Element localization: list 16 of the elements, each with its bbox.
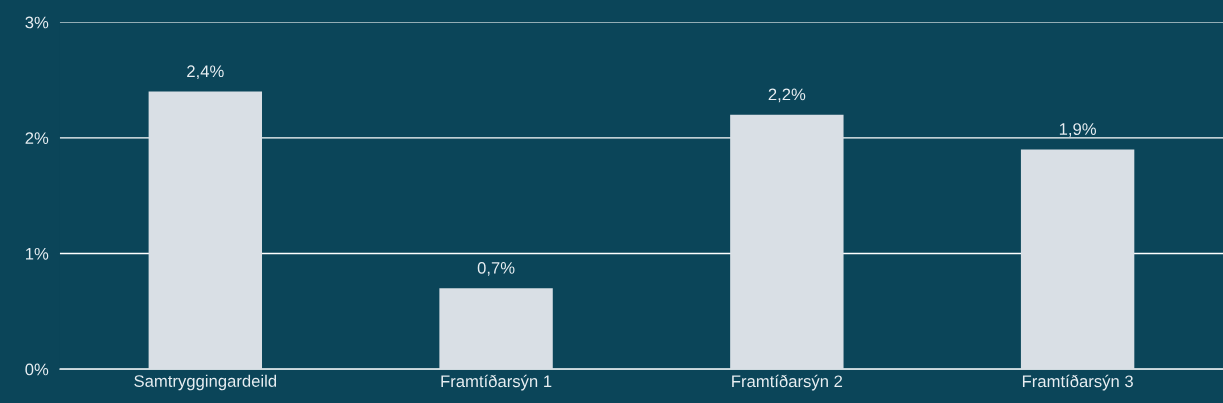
bar bbox=[148, 91, 263, 370]
y-tick-label: 3% bbox=[25, 16, 49, 29]
data-label: 1,9% bbox=[1059, 123, 1097, 137]
x-tick-label: Framtíðarsýn 1 bbox=[441, 374, 552, 391]
bar bbox=[730, 114, 844, 370]
x-tick-label: Framtíðarsýn 2 bbox=[732, 374, 843, 391]
x-tick-label: Framtíðarsýn 3 bbox=[1022, 374, 1133, 391]
data-label: 2,2% bbox=[768, 88, 806, 103]
data-label: 2,4% bbox=[187, 65, 224, 80]
x-tick-label: Samtryggingardeild bbox=[134, 374, 277, 391]
bar bbox=[1020, 149, 1135, 370]
y-tick-label: 2% bbox=[25, 132, 49, 144]
bar bbox=[439, 288, 553, 370]
y-tick-label: 0% bbox=[25, 363, 49, 376]
data-label: 0,7% bbox=[477, 261, 515, 276]
y-tick-label: 1% bbox=[26, 247, 49, 260]
